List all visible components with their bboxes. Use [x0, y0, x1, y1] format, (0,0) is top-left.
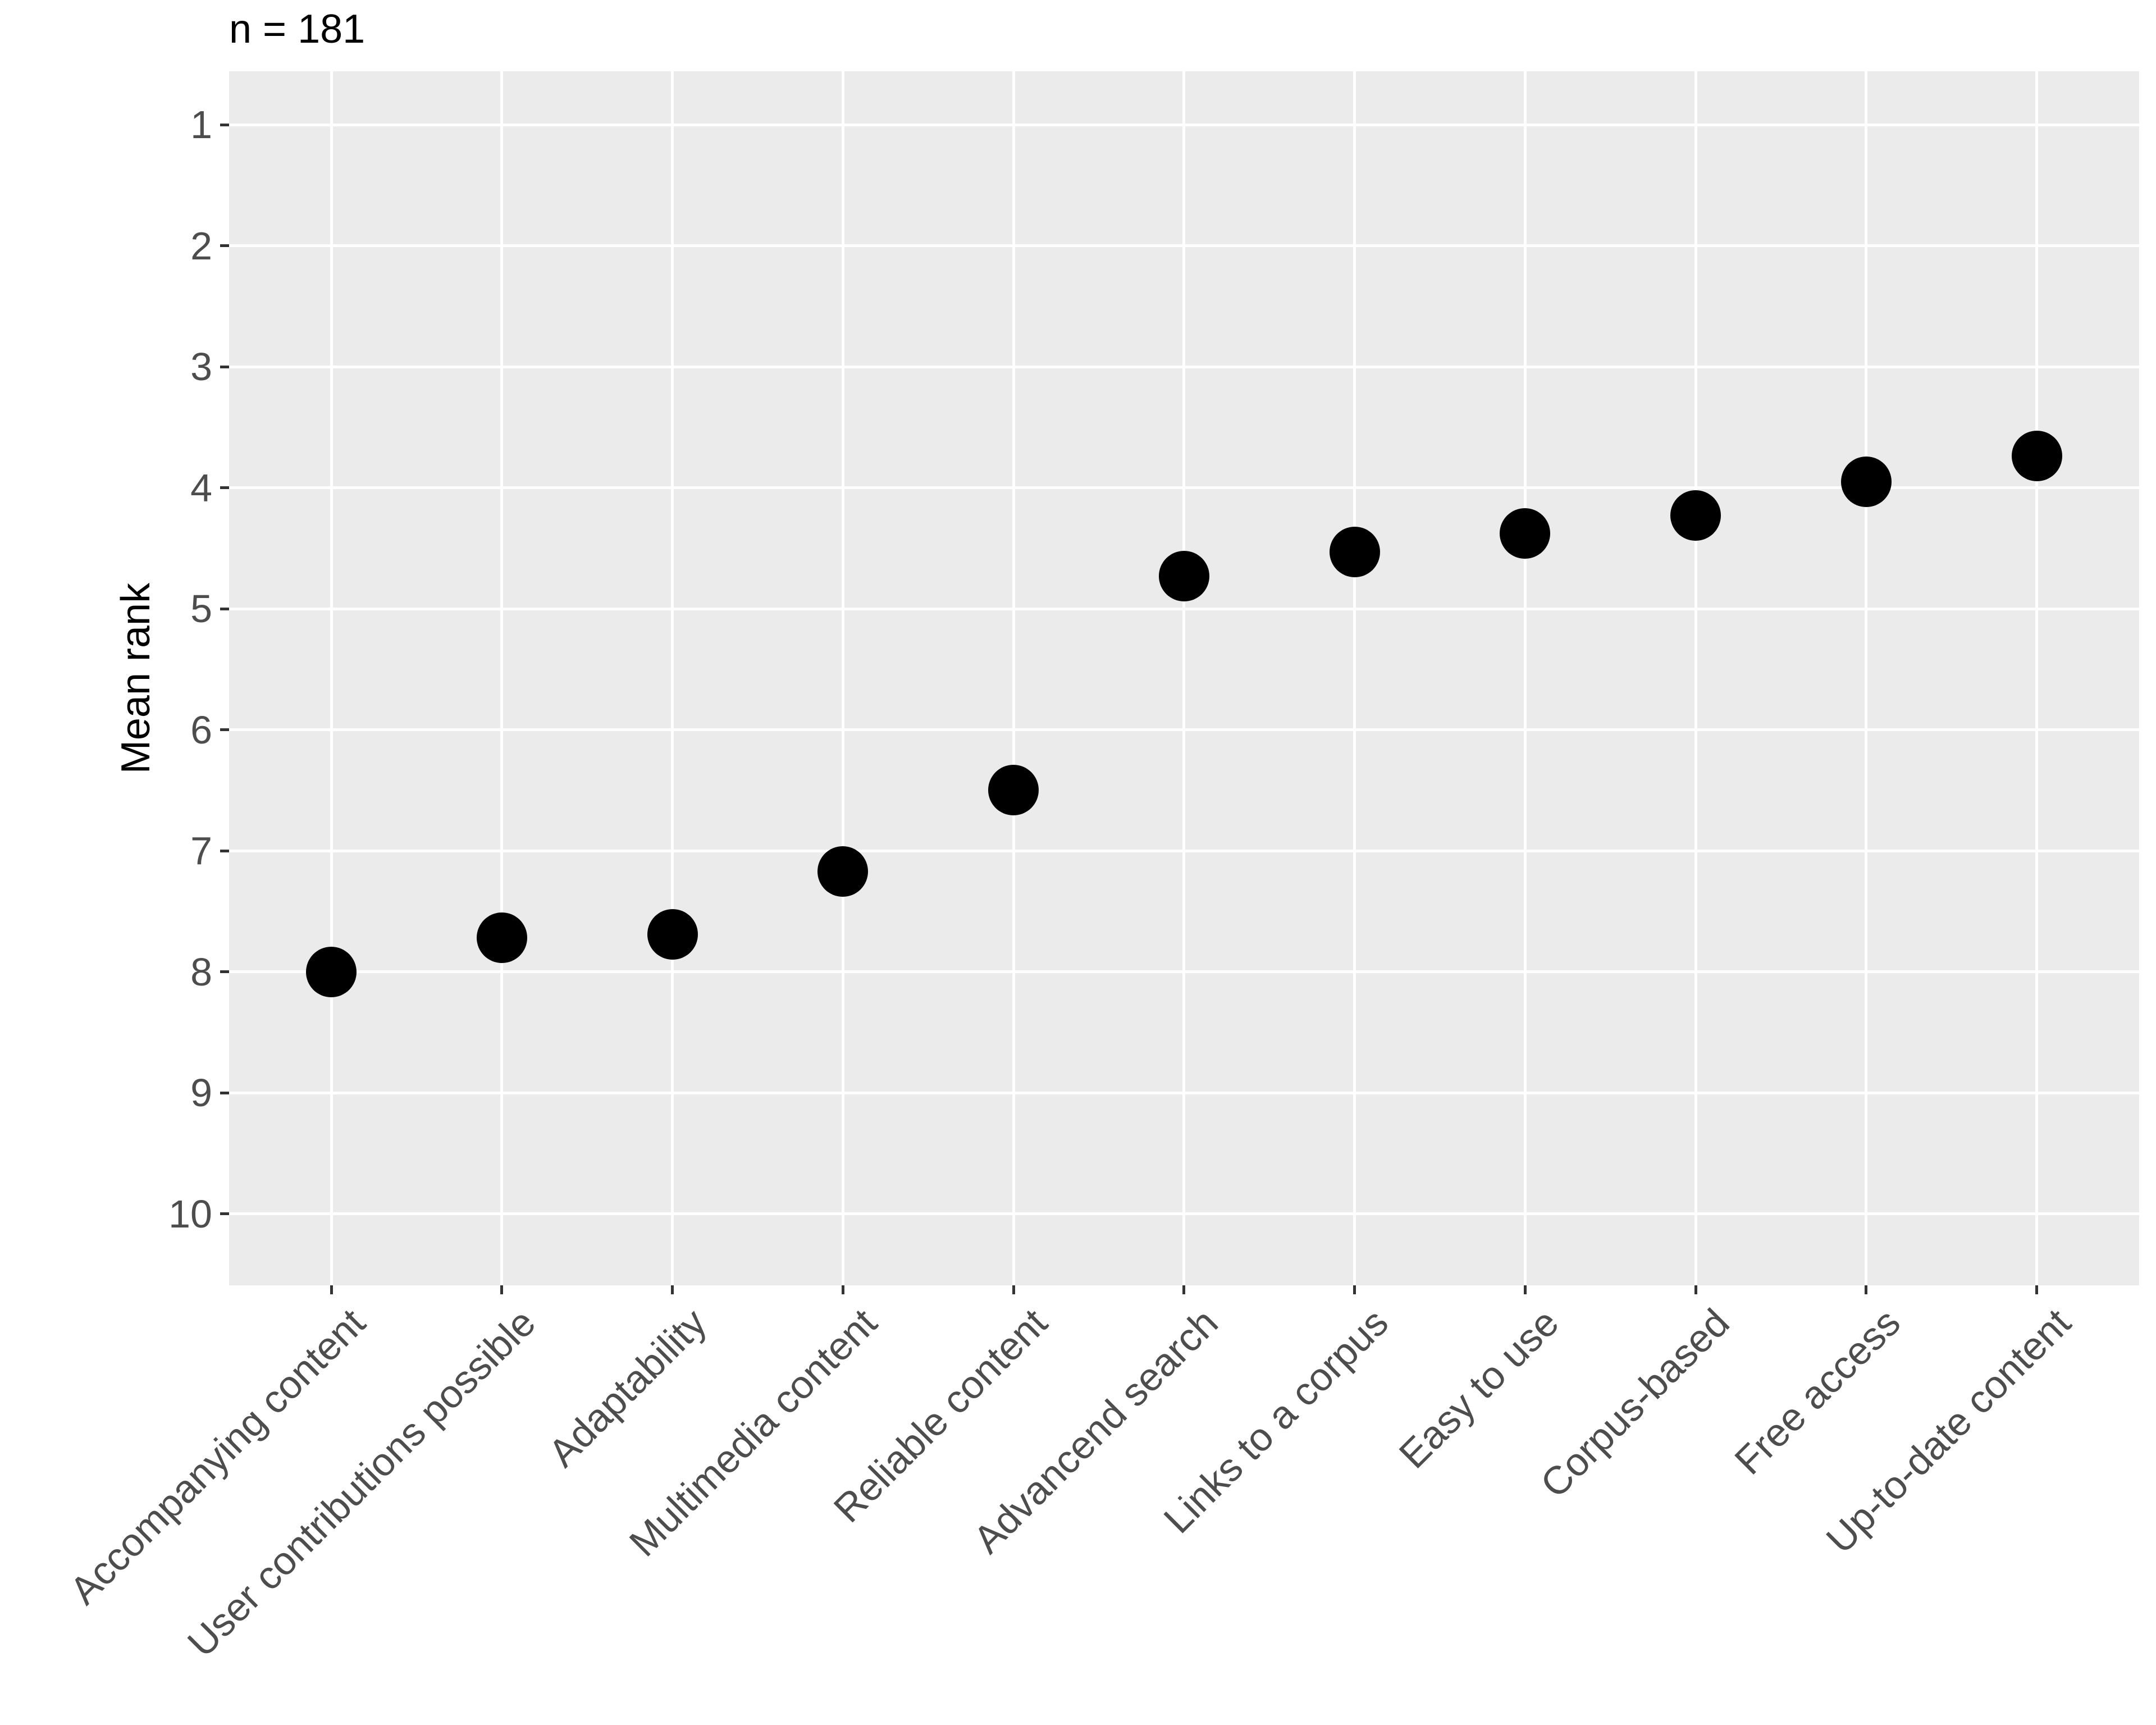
data-point	[1840, 456, 1892, 507]
y-tick-label: 2	[190, 223, 212, 268]
y-tick-mark	[220, 849, 229, 852]
x-tick-mark	[1182, 1285, 1186, 1294]
x-axis-label: Adaptability	[540, 1300, 715, 1475]
data-point	[1158, 550, 1209, 601]
y-tick-mark	[220, 123, 229, 126]
y-tick-label: 1	[190, 103, 212, 147]
x-axis-label: User contributions possible	[179, 1300, 544, 1665]
x-tick-mark	[671, 1285, 674, 1294]
x-tick-mark	[2035, 1285, 2038, 1294]
y-tick-label: 9	[190, 1071, 212, 1115]
x-tick-mark	[841, 1285, 844, 1294]
y-tick-label: 3	[190, 345, 212, 389]
data-point	[817, 846, 869, 897]
x-tick-mark	[1353, 1285, 1356, 1294]
y-tick-label: 5	[190, 587, 212, 631]
y-tick-mark	[220, 486, 229, 489]
v-gridline	[1523, 71, 1527, 1285]
v-gridline	[1182, 71, 1186, 1285]
y-tick-mark	[220, 728, 229, 731]
v-gridline	[841, 71, 844, 1285]
data-point	[1670, 490, 1721, 541]
data-point	[1329, 526, 1380, 577]
x-tick-mark	[500, 1285, 504, 1294]
data-point	[306, 946, 357, 997]
y-tick-label: 4	[190, 466, 212, 510]
x-axis-label: Accompanying content	[61, 1300, 374, 1613]
x-axis-label: Easy to use	[1391, 1300, 1568, 1477]
x-tick-mark	[1865, 1285, 1868, 1294]
y-tick-mark	[220, 244, 229, 247]
y-tick-label: 8	[190, 950, 212, 994]
v-gridline	[671, 71, 674, 1285]
v-gridline	[1012, 71, 1015, 1285]
data-point	[647, 909, 698, 960]
x-tick-mark	[330, 1285, 333, 1294]
x-tick-mark	[1012, 1285, 1015, 1294]
y-tick-mark	[220, 1091, 229, 1094]
v-gridline	[1353, 71, 1356, 1285]
data-point	[2011, 431, 2062, 482]
v-gridline	[500, 71, 504, 1285]
v-gridline	[2035, 71, 2038, 1285]
y-tick-mark	[220, 970, 229, 973]
plot-panel	[229, 71, 2139, 1285]
v-gridline	[1865, 71, 1868, 1285]
data-point	[1500, 508, 1551, 559]
plot-title: n = 181	[229, 7, 366, 52]
y-tick-label: 10	[168, 1192, 212, 1236]
v-gridline	[330, 71, 333, 1285]
y-tick-mark	[220, 1212, 229, 1215]
x-axis-label: Free access	[1726, 1300, 1908, 1483]
data-point	[988, 765, 1039, 816]
x-tick-mark	[1523, 1285, 1527, 1294]
y-tick-mark	[220, 607, 229, 610]
y-tick-label: 6	[190, 708, 212, 752]
data-point	[476, 912, 527, 964]
y-tick-mark	[220, 365, 229, 368]
x-tick-mark	[1694, 1285, 1697, 1294]
y-tick-label: 7	[190, 829, 212, 873]
v-gridline	[1694, 71, 1697, 1285]
